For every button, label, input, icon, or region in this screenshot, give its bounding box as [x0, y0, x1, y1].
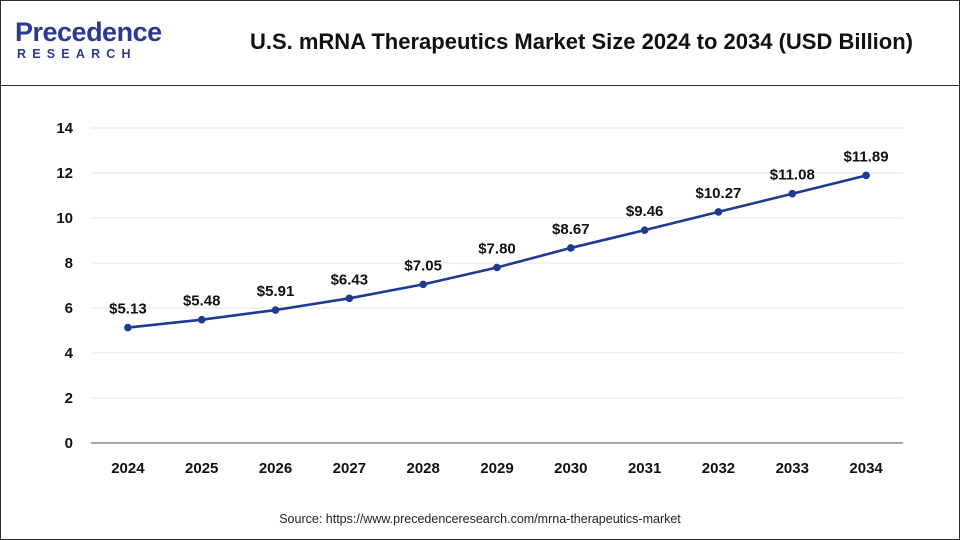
- data-label: $11.08: [770, 167, 815, 184]
- data-point: [197, 315, 206, 324]
- x-tick-label: 2028: [406, 460, 439, 477]
- logo-wordmark: Precedence: [15, 17, 162, 47]
- header: Precedence RESEARCH U.S. mRNA Therapeuti…: [1, 1, 959, 86]
- x-tick-label: 2026: [259, 460, 292, 477]
- y-tick-label: 2: [65, 390, 73, 407]
- x-tick-label: 2034: [849, 460, 883, 477]
- x-tick-label: 2024: [111, 460, 145, 477]
- data-label: $8.67: [552, 221, 590, 238]
- y-tick-label: 12: [56, 165, 73, 182]
- data-point: [714, 208, 723, 216]
- x-tick-label: 2025: [185, 460, 218, 477]
- data-point: [788, 189, 797, 198]
- y-tick-label: 6: [65, 300, 73, 317]
- x-tick-label: 2031: [628, 460, 661, 477]
- brand-logo: Precedence RESEARCH: [15, 17, 165, 67]
- x-tick-label: 2027: [333, 460, 366, 477]
- y-tick-label: 14: [56, 120, 73, 137]
- data-label: $9.46: [626, 203, 664, 220]
- x-tick-label: 2030: [554, 460, 587, 477]
- data-label: $5.48: [183, 293, 221, 310]
- x-tick-label: 2033: [776, 460, 809, 477]
- chart-title: U.S. mRNA Therapeutics Market Size 2024 …: [249, 29, 913, 54]
- y-tick-label: 10: [56, 210, 73, 227]
- source-note: Source: https://www.precedenceresearch.c…: [279, 512, 681, 526]
- data-point: [493, 263, 501, 272]
- data-label: $10.27: [696, 185, 742, 202]
- data-label: $11.89: [844, 148, 889, 165]
- data-point: [862, 171, 870, 180]
- data-label: $5.13: [109, 301, 147, 318]
- data-point: [124, 323, 132, 332]
- data-point: [271, 306, 280, 314]
- data-point: [567, 244, 575, 252]
- y-tick-label: 8: [65, 255, 73, 272]
- data-label: $7.80: [478, 241, 516, 258]
- data-point: [419, 280, 427, 289]
- x-tick-label: 2029: [480, 460, 513, 477]
- data-point: [640, 226, 649, 234]
- data-label: $6.43: [331, 271, 369, 288]
- data-point: [345, 294, 354, 303]
- x-tick-label: 2032: [702, 460, 735, 477]
- y-tick-label: 0: [65, 435, 73, 452]
- logo-subtitle: RESEARCH: [17, 47, 137, 61]
- data-label: $5.91: [257, 283, 295, 300]
- data-label: $7.05: [404, 257, 442, 274]
- y-tick-label: 4: [65, 345, 74, 362]
